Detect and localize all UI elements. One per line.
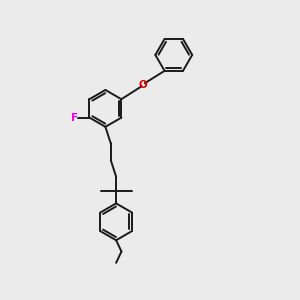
- Text: O: O: [139, 80, 148, 90]
- Text: F: F: [71, 112, 78, 123]
